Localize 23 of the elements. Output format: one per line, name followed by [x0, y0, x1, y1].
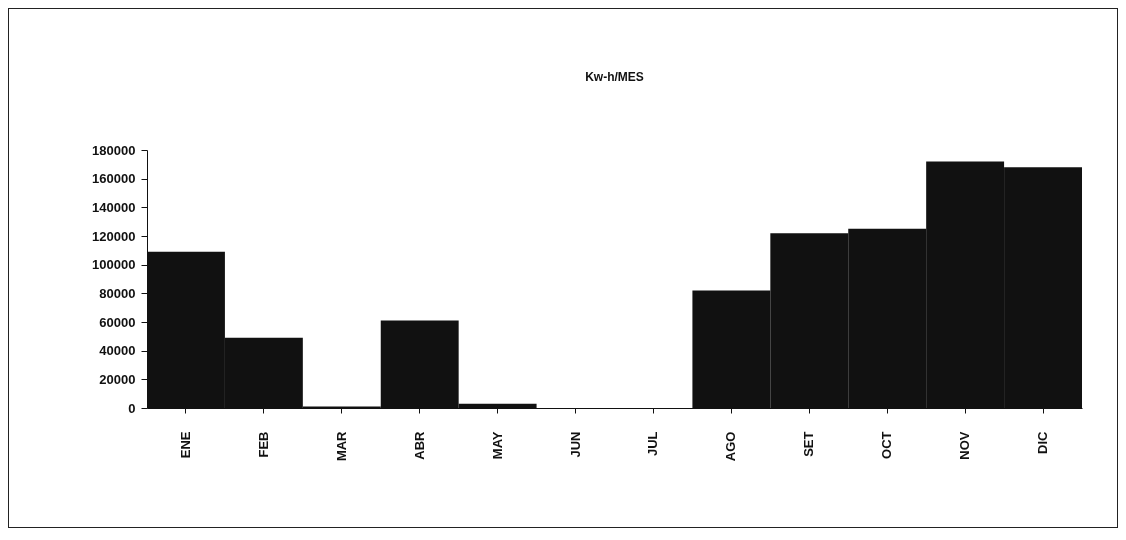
y-tick-label: 160000 — [92, 171, 136, 187]
y-tick-label: 100000 — [92, 257, 136, 273]
y-tick-label: 0 — [128, 400, 136, 416]
chart-title: Kw-h/MES — [585, 70, 644, 84]
x-tick-label: MAR — [333, 430, 349, 462]
x-tick-label: NOV — [957, 431, 973, 460]
x-tick-label: SET — [801, 431, 817, 457]
y-tick-label: 80000 — [99, 285, 136, 301]
x-tick-label: MAY — [489, 431, 505, 460]
x-tick-label: ENE — [177, 431, 193, 459]
x-tick-label: FEB — [255, 431, 271, 458]
x-tick-label: JUN — [567, 431, 583, 458]
y-tick-label: 40000 — [99, 343, 136, 359]
y-tick-label: 20000 — [99, 371, 136, 387]
y-tick-label: 120000 — [92, 228, 136, 244]
x-tick-label: DIC — [1035, 430, 1051, 454]
x-tick-label: AGO — [723, 431, 739, 462]
y-tick-label: 140000 — [92, 199, 136, 215]
x-tick-label: JUL — [645, 431, 661, 457]
y-tick-label: 180000 — [92, 142, 136, 158]
x-tick-label: OCT — [879, 431, 895, 459]
y-tick-label: 60000 — [99, 314, 136, 330]
x-tick-label: ABR — [411, 430, 427, 460]
